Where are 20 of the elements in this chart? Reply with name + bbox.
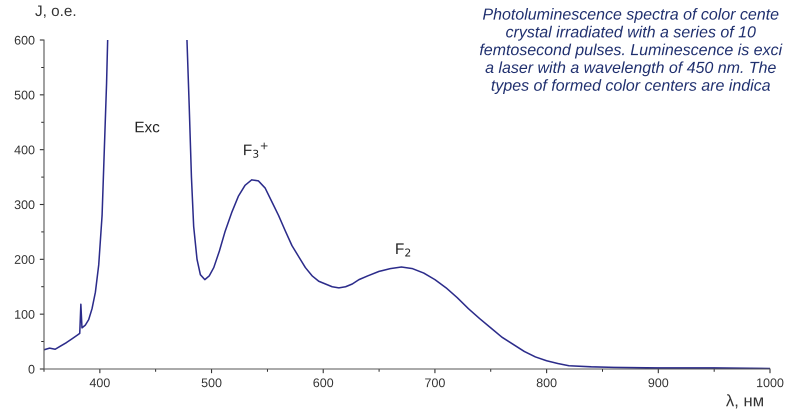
annotation: F$_{3}$$^{+}$ (244, 142, 268, 158)
annotation: F$_{2}$ (396, 243, 410, 256)
y-tick-label: 200 (14, 255, 34, 264)
y-tick-label: 600 (14, 36, 34, 45)
x-tick-label: 800 (536, 378, 557, 388)
y-axis-title: J, o.e. (35, 5, 76, 18)
x-tick-label: 400 (90, 378, 110, 388)
y-tick-label: 300 (14, 200, 34, 210)
x-axis-title: λ, нм (726, 394, 763, 408)
y-tick-label: 400 (14, 145, 34, 154)
x-tick-label: 600 (313, 378, 334, 388)
x-tick-label: 900 (648, 378, 668, 388)
x-tick-label: 700 (425, 378, 445, 388)
x-tick-label: 500 (202, 378, 222, 388)
y-tick-label: 100 (15, 310, 34, 319)
x-tick-label: 1000 (757, 378, 784, 388)
y-tick-label: 500 (14, 90, 34, 100)
annotation: Photoluminescence spectra of color cente crystal irradiated with a series of 10 femtosecond pulses. Luminescence is exci a laser with a wavelength of 450 nm. The types of formed color centers are indica (480, 8, 782, 94)
y-tick-label: 0 (28, 364, 34, 374)
annotation: Exc (136, 122, 160, 132)
